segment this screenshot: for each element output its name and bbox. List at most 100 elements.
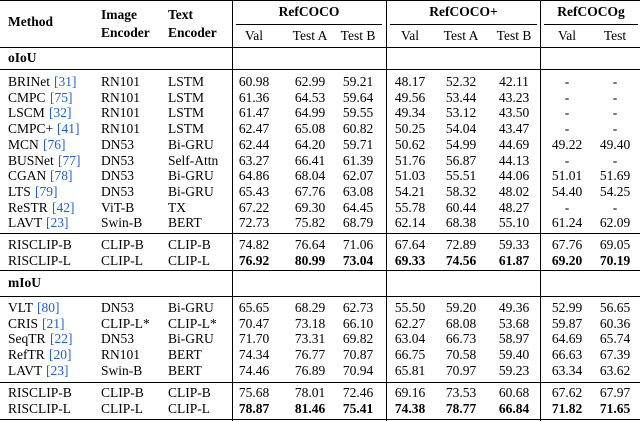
value-cell: 56.87	[445, 152, 477, 168]
value-cell: 72.46	[342, 385, 374, 400]
method-name: LTS	[8, 183, 31, 199]
image-encoder: DN53	[101, 183, 134, 199]
header-text-encoder: Encoder	[168, 25, 217, 40]
value-cell: 44.06	[498, 168, 530, 184]
value-cell: 60.44	[445, 199, 477, 215]
value-cell: -	[612, 152, 618, 168]
citation[interactable]: [75]	[50, 89, 73, 105]
method-citation: [21]	[42, 316, 65, 332]
header-text-encoder: Text	[168, 7, 194, 22]
value-cell: 70.94	[342, 362, 374, 378]
image-encoder: RN101	[101, 74, 141, 89]
value-cell: 68.29	[294, 300, 326, 315]
value-cell: 62.09	[599, 215, 631, 231]
text-encoder: Bi-GRU	[168, 168, 214, 184]
citation[interactable]: [32]	[49, 105, 72, 121]
value-cell: 54.40	[551, 183, 583, 199]
value-cell: 72.89	[445, 237, 477, 252]
method-name: BRINet	[8, 74, 50, 89]
header-image-encoder: Encoder	[101, 25, 150, 40]
citation[interactable]: [20]	[49, 347, 72, 363]
citation[interactable]: [79]	[35, 183, 58, 199]
value-cell: 74.34	[238, 347, 270, 363]
value-cell: 63.27	[238, 152, 270, 168]
value-cell: 67.76	[551, 237, 583, 252]
value-cell: 78.01	[294, 385, 326, 400]
value-cell: 64.86	[238, 168, 270, 184]
method-citation: [76]	[43, 137, 66, 153]
text-encoder: CLIP-B	[168, 237, 211, 252]
value-cell: 67.62	[551, 385, 583, 400]
method-citation: [23]	[46, 363, 69, 379]
value-cell: 69.20	[551, 252, 583, 268]
citation[interactable]: [76]	[43, 136, 66, 152]
value-cell: 67.39	[599, 347, 631, 363]
column-rule	[232, 0, 233, 421]
text-encoder: TX	[168, 199, 186, 215]
image-encoder: DN53	[101, 168, 134, 184]
image-encoder: RN101	[101, 121, 141, 137]
value-cell: 55.51	[445, 168, 477, 184]
value-cell: 73.53	[445, 385, 477, 400]
text-encoder: CLIP-L*	[168, 315, 217, 331]
value-cell: 44.69	[498, 136, 530, 152]
rule	[0, 382, 640, 383]
method-name: CGAN	[8, 168, 47, 184]
text-encoder: LSTM	[168, 105, 205, 121]
value-cell: 54.99	[445, 136, 477, 152]
value-cell: 58.32	[445, 183, 477, 199]
group-header: RefCOCO	[278, 4, 340, 19]
citation[interactable]: [22]	[50, 331, 73, 347]
value-cell: 49.34	[394, 105, 426, 121]
value-cell: 70.19	[599, 252, 631, 268]
text-encoder: BERT	[168, 347, 202, 363]
citation[interactable]: [21]	[42, 315, 65, 331]
value-cell: 74.38	[394, 400, 426, 416]
image-encoder: DN53	[101, 331, 134, 347]
value-cell: 59.71	[342, 136, 374, 152]
value-cell: 64.20	[294, 136, 326, 152]
column-rule	[540, 0, 541, 421]
text-encoder: CLIP-L	[168, 252, 210, 268]
text-encoder: Bi-GRU	[168, 331, 214, 347]
value-cell: -	[612, 121, 618, 137]
value-cell: 54.21	[394, 183, 426, 199]
value-cell: 76.77	[294, 347, 326, 363]
split-header: Test A	[443, 28, 479, 43]
value-cell: 62.99	[294, 74, 326, 89]
value-cell: 54.04	[445, 121, 477, 137]
value-cell: -	[612, 199, 618, 215]
citation[interactable]: [23]	[46, 362, 69, 378]
value-cell: -	[564, 74, 570, 89]
value-cell: 59.87	[551, 315, 583, 331]
citation[interactable]: [77]	[58, 152, 81, 168]
citation[interactable]: [78]	[50, 168, 73, 184]
image-encoder: RN101	[101, 347, 141, 363]
citation[interactable]: [80]	[37, 300, 60, 315]
value-cell: 62.47	[238, 121, 270, 137]
value-cell: 78.77	[445, 400, 477, 416]
citation[interactable]: [42]	[52, 199, 75, 215]
section-label: mIoU	[8, 275, 41, 290]
value-cell: 50.25	[394, 121, 426, 137]
citation[interactable]: [31]	[54, 74, 77, 89]
value-cell: 49.56	[394, 89, 426, 105]
value-cell: 61.36	[238, 89, 270, 105]
value-cell: 71.06	[342, 237, 374, 252]
value-cell: 59.40	[498, 347, 530, 363]
image-encoder: CLIP-B	[101, 385, 144, 400]
citation[interactable]: [23]	[46, 215, 69, 231]
method-citation: [41]	[57, 121, 80, 137]
text-encoder: BERT	[168, 215, 202, 231]
split-header: Test	[603, 28, 627, 43]
method-citation: [23]	[46, 215, 69, 231]
value-cell: 48.27	[498, 199, 530, 215]
value-cell: 48.17	[394, 74, 426, 89]
value-cell: 72.73	[238, 215, 270, 231]
value-cell: 52.32	[445, 74, 477, 89]
citation[interactable]: [41]	[57, 121, 80, 137]
value-cell: 71.70	[238, 331, 270, 347]
value-cell: 62.07	[342, 168, 374, 184]
value-cell: 65.65	[238, 300, 270, 315]
